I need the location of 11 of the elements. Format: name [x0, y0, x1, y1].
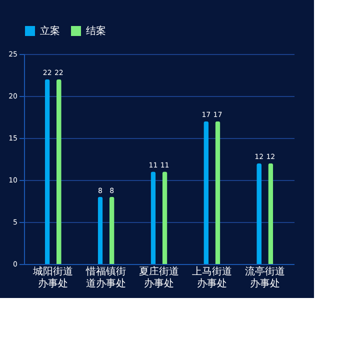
- x-tick-label: 城阳街道办事处: [32, 266, 74, 290]
- legend-label: 立案: [40, 25, 60, 37]
- legend-label: 结案: [86, 25, 106, 37]
- bar: [44, 79, 50, 264]
- bar: [215, 121, 220, 264]
- x-tick-label: 流亭街道办事处: [244, 266, 285, 290]
- bar: [204, 121, 209, 264]
- bar: [56, 79, 62, 264]
- x-tick-label: 上马街道办事处: [192, 266, 232, 290]
- x-tick-label: 夏庄街道办事处: [139, 266, 179, 290]
- x-tick-label: 惜福镇街道办事处: [85, 266, 126, 290]
